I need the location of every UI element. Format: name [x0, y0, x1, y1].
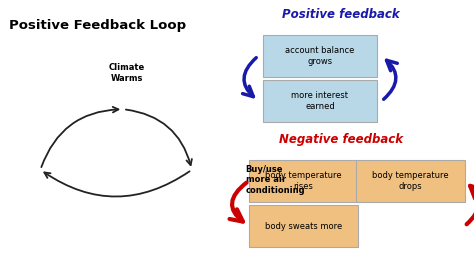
Text: body sweats more: body sweats more — [265, 222, 342, 231]
Text: account balance
grows: account balance grows — [285, 46, 355, 65]
FancyBboxPatch shape — [263, 35, 377, 77]
FancyBboxPatch shape — [263, 80, 377, 122]
Text: Negative feedback: Negative feedback — [279, 133, 403, 146]
Text: Climate
Warms: Climate Warms — [109, 63, 145, 83]
Text: body temperature
rises: body temperature rises — [265, 171, 342, 190]
FancyBboxPatch shape — [249, 160, 358, 202]
Text: body temperature
drops: body temperature drops — [372, 171, 448, 190]
FancyBboxPatch shape — [356, 160, 465, 202]
Text: Positive Feedback Loop: Positive Feedback Loop — [9, 19, 187, 32]
Text: Buy/use
more air
conditioning: Buy/use more air conditioning — [246, 165, 305, 195]
FancyBboxPatch shape — [249, 205, 358, 247]
Text: Positive feedback: Positive feedback — [283, 8, 400, 21]
Text: more interest
earned: more interest earned — [292, 92, 348, 111]
